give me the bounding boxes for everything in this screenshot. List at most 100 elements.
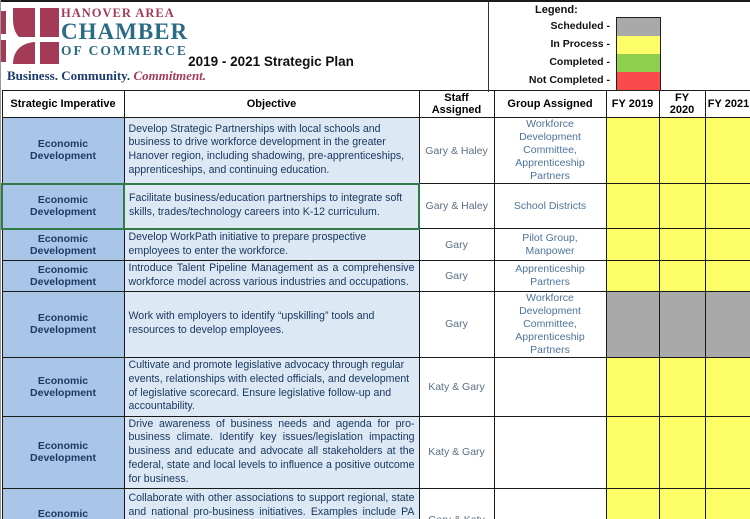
- status-cell-fy2021: [704, 356, 750, 417]
- status-cell-fy2020: [658, 290, 706, 358]
- table-row: Economic Development Develop WorkPath ini…: [1, 228, 750, 261]
- staff-cell: Gary: [418, 290, 495, 358]
- status-cell-fy2019: [605, 260, 660, 292]
- status-cell-fy2019: [605, 487, 660, 519]
- status-cell-fy2019: [605, 415, 660, 489]
- imperative-cell: Economic Development: [1, 487, 125, 519]
- objective-cell: Drive awareness of business needs and ag…: [123, 415, 420, 489]
- column-header-fy-2019: FY 2019: [605, 90, 660, 118]
- group-cell: School Districts: [493, 183, 607, 229]
- status-cell-fy2020: [658, 356, 706, 417]
- objective-cell: Develop WorkPath initiative to prepare p…: [123, 228, 420, 261]
- column-header-fy-2021: FY 2021: [704, 90, 750, 118]
- table-row: Economic Development Develop Strategic Pa…: [1, 117, 750, 184]
- status-cell-fy2021: [704, 183, 750, 229]
- legend-title: Legend:: [535, 4, 578, 16]
- objective-cell: Facilitate business/education partnershi…: [123, 182, 420, 230]
- logo-line-of-commerce: OF COMMERCE: [61, 43, 188, 58]
- status-cell-fy2020: [658, 415, 706, 489]
- chamber-logo-text: HANOVER AREA CHAMBER OF COMMERCE: [61, 6, 188, 58]
- imperative-cell: Economic Development: [1, 117, 125, 184]
- column-header-row: Strategic Imperative Objective Staff Assig…: [1, 90, 750, 118]
- staff-cell: Gary & Katy: [418, 487, 495, 519]
- chamber-logo-icon: [1, 8, 59, 64]
- staff-cell: Gary & Haley: [418, 117, 495, 184]
- objective-cell: Collaborate with other associations to s…: [123, 487, 420, 519]
- plan-table-body: Economic Development Develop Strategic Pa…: [1, 117, 750, 519]
- imperative-cell: Economic Development: [1, 260, 125, 292]
- legend-label-in-process: In Process -: [550, 38, 610, 50]
- objective-cell: Work with employers to identify “upskill…: [123, 290, 420, 358]
- imperative-cell: Economic Development: [1, 356, 125, 417]
- status-cell-fy2019: [605, 117, 660, 184]
- objective-cell: Develop Strategic Partnerships with loca…: [123, 117, 420, 184]
- status-cell-fy2020: [658, 260, 706, 292]
- legend-swatch-in-process: [617, 36, 660, 54]
- status-cell-fy2020: [658, 228, 706, 261]
- column-header-group-assigned: Group Assigned: [493, 90, 607, 118]
- group-cell: Pilot Group, Manpower: [493, 228, 607, 261]
- status-cell-fy2021: [704, 290, 750, 358]
- status-cell-fy2021: [704, 260, 750, 292]
- legend-row-completed: Completed -: [522, 53, 657, 71]
- tagline-community: Community.: [61, 68, 131, 83]
- imperative-cell: Economic Development: [1, 415, 125, 489]
- status-cell-fy2019: [605, 228, 660, 261]
- status-cell-fy2020: [658, 183, 706, 229]
- staff-cell: Gary & Haley: [418, 183, 495, 229]
- status-cell-fy2019: [605, 356, 660, 417]
- header-band: HANOVER AREA CHAMBER OF COMMERCE Busines…: [1, 0, 750, 92]
- imperative-cell: Economic Development: [1, 290, 125, 358]
- legend: Legend: Scheduled - In Process - Completed…: [488, 2, 750, 92]
- group-cell: Workforce Development Committee, Apprent…: [493, 117, 607, 184]
- column-header-objective: Objective: [123, 90, 420, 118]
- status-cell-fy2021: [704, 415, 750, 489]
- legend-swatch-scheduled: [617, 18, 660, 36]
- imperative-cell: Economic Development: [1, 182, 125, 230]
- plan-table: Strategic Imperative Objective Staff Assig…: [1, 90, 750, 519]
- staff-cell: Gary: [418, 228, 495, 261]
- group-cell: Apprenticeship Partners: [493, 260, 607, 292]
- table-row: Economic Development Cultivate and promot…: [1, 356, 750, 417]
- column-header-staff-assigned: Staff Assigned: [418, 90, 495, 118]
- objective-cell: Introduce Talent Pipeline Management as …: [123, 260, 420, 292]
- column-header-fy-2020: FY 2020: [658, 90, 706, 118]
- legend-label-not-completed: Not Completed -: [528, 74, 610, 86]
- staff-cell: Katy & Gary: [418, 356, 495, 417]
- legend-swatch-completed: [617, 54, 660, 72]
- group-cell: [493, 487, 607, 519]
- table-row: Economic DevelopmentCollaborate with oth…: [1, 487, 750, 519]
- column-header-strategic-imperative: Strategic Imperative: [1, 90, 125, 118]
- legend-swatch-not-completed: [617, 72, 660, 90]
- group-cell: Workforce Development Committee, Apprent…: [493, 290, 607, 358]
- legend-label-completed: Completed -: [549, 56, 610, 68]
- staff-cell: Katy & Gary: [418, 415, 495, 489]
- logo-line-chamber: CHAMBER: [61, 19, 189, 44]
- tagline-business: Business.: [7, 68, 58, 83]
- tagline-commitment: Commitment.: [133, 68, 207, 83]
- legend-row-not-completed: Not Completed -: [522, 71, 657, 89]
- status-cell-fy2020: [658, 117, 706, 184]
- page-title: 2019 - 2021 Strategic Plan: [188, 54, 354, 69]
- staff-cell: Gary: [418, 260, 495, 292]
- status-cell-fy2021: [704, 487, 750, 519]
- legend-row-scheduled: Scheduled -: [522, 17, 657, 35]
- legend-swatches: [616, 17, 661, 91]
- logo-tagline: Business. Community. Commitment.: [7, 68, 206, 84]
- logo-line-hanover-area: HANOVER AREA: [61, 6, 175, 20]
- legend-label-scheduled: Scheduled -: [550, 20, 610, 32]
- status-cell-fy2019: [605, 290, 660, 358]
- status-cell-fy2021: [704, 228, 750, 261]
- group-cell: [493, 415, 607, 489]
- legend-row-in-process: In Process -: [522, 35, 657, 53]
- table-row: Economic Development Work with employers …: [1, 290, 750, 358]
- legend-items: Scheduled - In Process - Completed - Not Co…: [522, 17, 657, 89]
- group-cell: [493, 356, 607, 417]
- table-row: Economic Development Facilitate business/…: [1, 182, 750, 230]
- objective-cell: Cultivate and promote legislative advoca…: [123, 356, 420, 417]
- status-cell-fy2019: [605, 183, 660, 229]
- table-row: Economic Development Drive awareness of b…: [1, 415, 750, 489]
- status-cell-fy2021: [704, 117, 750, 184]
- table-row: Economic Development Introduce Talent Pip…: [1, 260, 750, 292]
